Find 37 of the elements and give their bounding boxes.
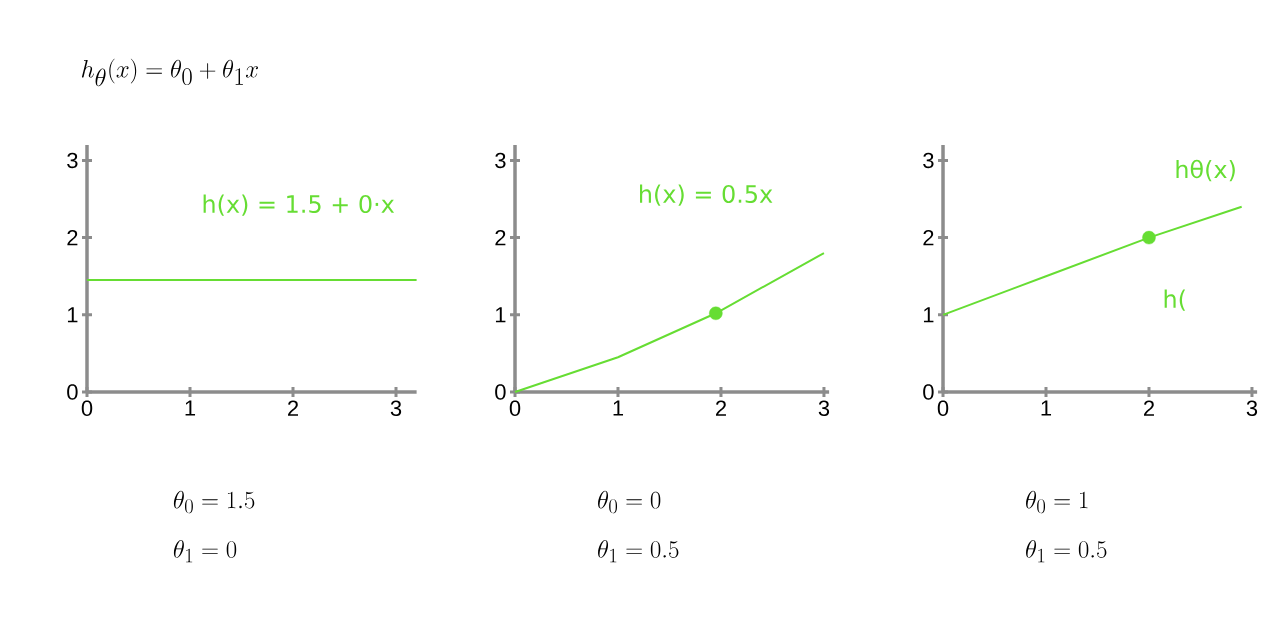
y-tick-label: 3 (495, 152, 506, 169)
x-tick-label: 3 (390, 400, 402, 417)
text: $\theta_0 = 0$ (598, 490, 661, 514)
x-tick-label: 2 (1144, 400, 1154, 416)
text: $\theta_0 = 1.5$ (173, 490, 255, 514)
annotation: h(x) = 0.5x (640, 184, 773, 206)
text: $\theta_1 = 0$ (173, 540, 237, 563)
y-tick-label: 3 (923, 152, 934, 169)
annotation: h(x) = 1.5 + 0·x (203, 194, 395, 216)
line-series (514, 252, 825, 393)
x-tick-label: 2 (715, 400, 726, 416)
text: $\theta_0 = 1$ (1026, 490, 1088, 514)
x-tick-label: 1 (185, 400, 196, 416)
annotation: hθ(x) (1176, 159, 1235, 182)
chart-title: $h_\theta(x) = \theta_0 + \theta_1 x$ (81, 58, 258, 87)
y-tick-label: 1 (495, 307, 506, 323)
y-tick-label: 1 (923, 307, 934, 323)
annotation: h( (1164, 289, 1186, 311)
text: $\theta_1 = 0.5$ (598, 540, 679, 563)
text: $\theta_1 = 0.5$ (1026, 540, 1107, 563)
y-tick-label: 2 (495, 229, 506, 246)
y-tick-label: 2 (923, 229, 934, 246)
x-tick-label: 0 (81, 400, 93, 417)
y-tick-label: 0 (67, 384, 78, 400)
x-tick-label: 1 (613, 400, 624, 416)
x-tick-label: 3 (818, 400, 830, 417)
x-tick-label: 0 (509, 400, 521, 417)
y-tick-label: 0 (923, 384, 934, 400)
y-tick-label: 3 (67, 152, 78, 169)
x-tick-label: 1 (1041, 400, 1052, 416)
y-tick-label: 0 (495, 384, 506, 400)
x-tick-label: 0 (937, 400, 949, 417)
x-tick-label: 2 (288, 400, 298, 416)
x-tick-label: 3 (1246, 400, 1258, 417)
line-series (942, 205, 1243, 316)
y-tick-label: 1 (67, 307, 78, 323)
y-tick-label: 2 (67, 229, 78, 246)
